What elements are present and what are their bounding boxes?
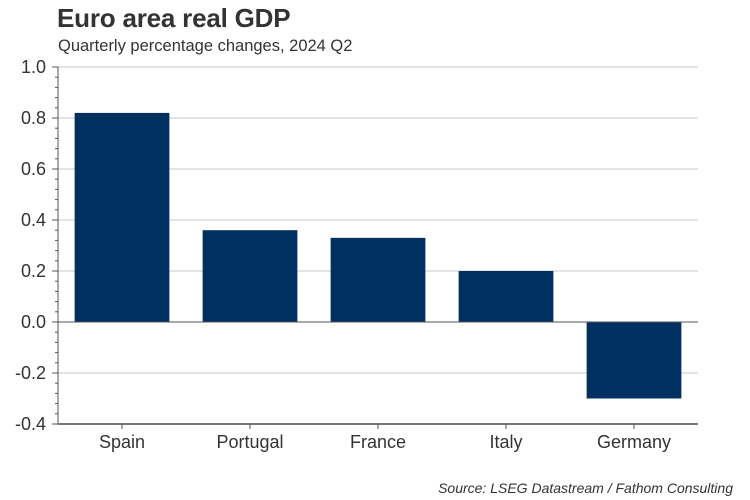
y-tick-label: 0.2 [21,261,46,281]
x-tick-label-germany: Germany [597,432,671,452]
x-tick-label-spain: Spain [99,432,145,452]
y-tick-label: -0.4 [15,414,46,434]
chart-subtitle: Quarterly percentage changes, 2024 Q2 [58,37,353,55]
y-tick-label: 0.6 [21,159,46,179]
x-tick-label-portugal: Portugal [216,432,283,452]
bar-spain [74,112,170,323]
bar-germany [586,322,682,399]
source-note: Source: LSEG Datastream / Fathom Consult… [438,480,733,496]
y-tick-label: -0.2 [15,363,46,383]
bar-italy [458,271,554,322]
bar-france [330,237,426,322]
y-tick-label: 1.0 [21,57,46,77]
x-tick-label-italy: Italy [489,432,522,452]
x-axis-ticks: Spain Portugal France Italy Germany [99,424,671,452]
y-tick-label: 0.4 [21,210,46,230]
chart-title: Euro area real GDP [57,3,291,33]
y-axis-ticks: 1.0 0.8 0.6 0.4 0.2 0.0 -0.2 -0.4 [15,57,58,434]
y-tick-label: 0.0 [21,312,46,332]
bars [74,112,682,399]
bar-portugal [202,230,298,322]
x-tick-label-france: France [350,432,406,452]
y-tick-label: 0.8 [21,108,46,128]
